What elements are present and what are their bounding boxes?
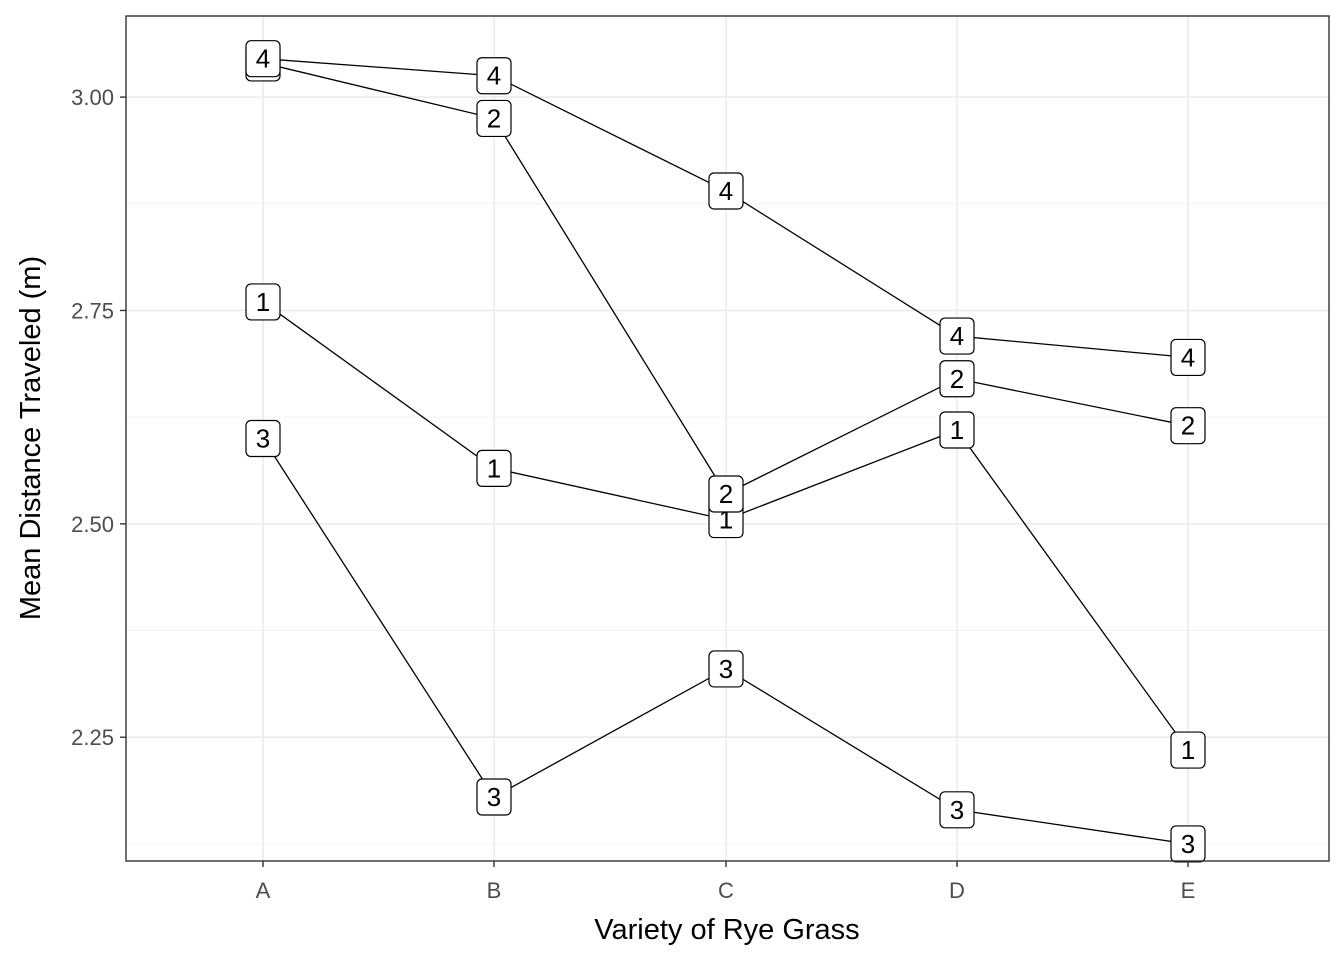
point-label-box [245, 419, 281, 458]
point-label-text: 1 [487, 453, 501, 483]
x-axis-title: Variety of Rye Grass [594, 914, 859, 946]
point-label-text: 4 [487, 61, 501, 91]
point-label-1: 1 [476, 449, 512, 487]
point-label-1: 1 [1170, 731, 1206, 769]
point-label-4: 4 [245, 40, 281, 78]
point-label-box [939, 411, 975, 449]
point-label-2: 2 [1170, 407, 1206, 445]
point-label-box [245, 283, 281, 321]
point-label-text: 2 [719, 479, 733, 509]
point-label-box [245, 40, 281, 78]
point-label-3: 3 [1170, 825, 1206, 863]
point-label-4: 4 [1170, 338, 1206, 377]
point-label-box [1170, 338, 1206, 377]
point-label-box [476, 778, 512, 816]
point-label-text: 3 [487, 782, 501, 812]
point-label-3: 3 [708, 650, 744, 688]
x-tick-label: A [256, 878, 271, 903]
point-label-text: 1 [950, 415, 964, 445]
point-label-3: 3 [245, 419, 281, 458]
point-label-4: 4 [476, 57, 512, 95]
point-label-text: 3 [256, 424, 270, 454]
point-label-box [476, 57, 512, 95]
point-label-text: 3 [950, 795, 964, 825]
y-tick-label: 3.00 [71, 85, 114, 110]
point-label-text: 1 [1181, 735, 1195, 765]
axes: 2.25 2.50 2.75 3.00 A B C D E [71, 85, 1195, 903]
point-label-3: 3 [939, 791, 975, 829]
point-label-4: 4 [939, 317, 975, 355]
y-tick-label: 2.75 [71, 298, 114, 323]
y-axis-title: Mean Distance Traveled (m) [15, 256, 47, 620]
point-label-2: 2 [939, 360, 975, 398]
point-label-4: 4 [708, 172, 744, 210]
point-label-2: 2 [708, 475, 744, 513]
point-label-text: 3 [1181, 829, 1195, 859]
point-label-box [1170, 731, 1206, 769]
point-label-box [939, 317, 975, 355]
point-labels: 11111222223333344444 [245, 40, 1206, 863]
point-label-box [708, 650, 744, 688]
point-label-text: 4 [950, 321, 964, 351]
point-label-text: 3 [719, 654, 733, 684]
x-tick-label: E [1181, 878, 1196, 903]
point-label-text: 4 [256, 44, 270, 74]
point-label-1: 1 [245, 283, 281, 321]
point-label-box [708, 475, 744, 513]
x-tick-label: B [487, 878, 502, 903]
point-label-text: 4 [719, 176, 733, 206]
point-label-3: 3 [476, 778, 512, 816]
panel-border [125, 15, 1330, 862]
point-label-text: 2 [950, 364, 964, 394]
point-label-1: 1 [939, 411, 975, 449]
y-tick-label: 2.25 [71, 725, 114, 750]
point-label-text: 4 [1181, 342, 1195, 372]
point-label-box [476, 449, 512, 487]
point-label-box [476, 99, 512, 138]
point-label-text: 2 [1181, 411, 1195, 441]
point-label-text: 1 [256, 287, 270, 317]
x-tick-label: D [949, 878, 965, 903]
point-label-box [939, 360, 975, 398]
point-label-box [939, 791, 975, 829]
point-label-2: 2 [476, 99, 512, 138]
point-label-text: 2 [487, 103, 501, 133]
y-tick-label: 2.50 [71, 512, 114, 537]
point-label-box [708, 172, 744, 210]
point-label-box [1170, 407, 1206, 445]
x-tick-label: C [718, 878, 734, 903]
